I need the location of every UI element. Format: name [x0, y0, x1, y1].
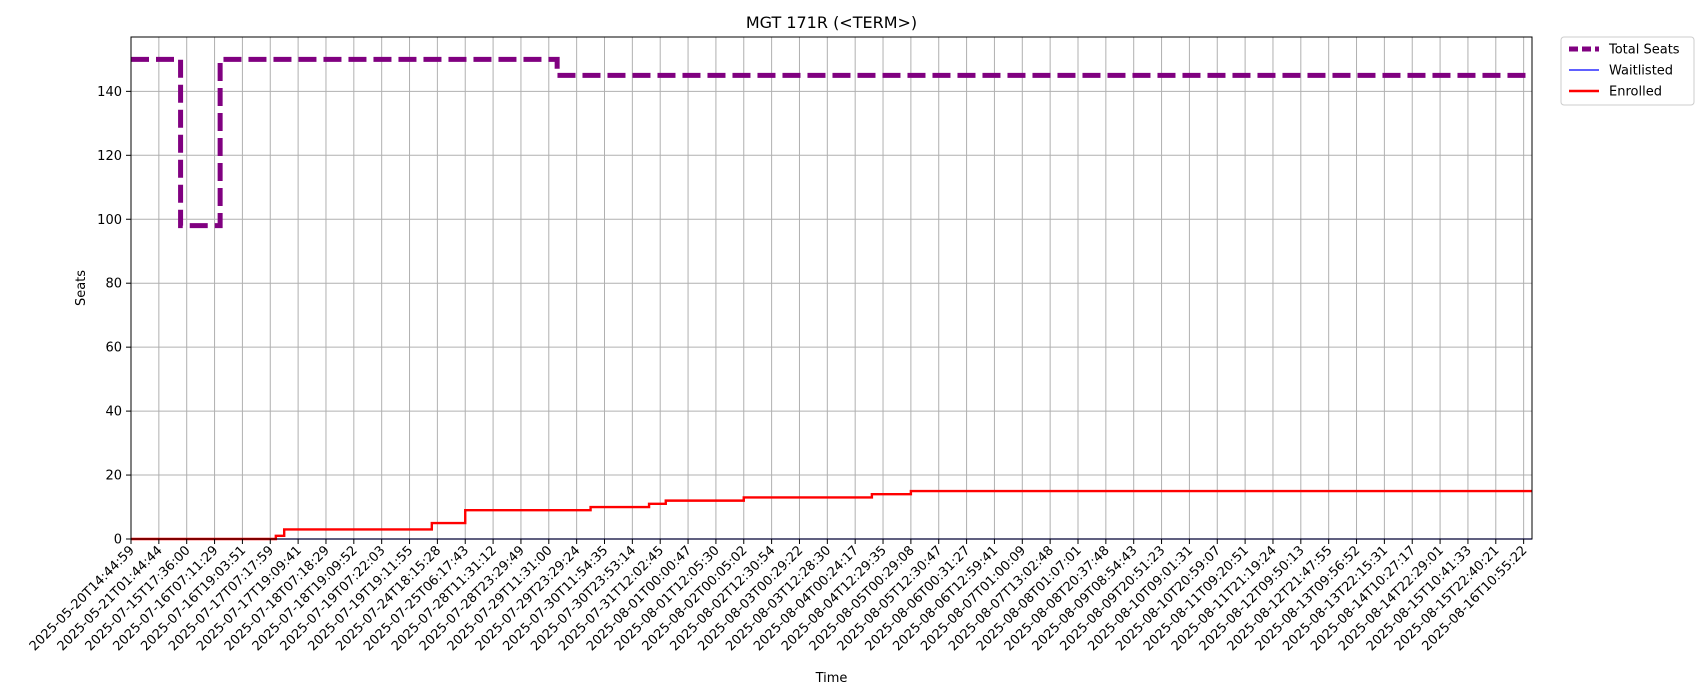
legend-label: Waitlisted: [1609, 64, 1673, 79]
grid: [130, 37, 1532, 540]
x-axis: 2025-05-20T14:44:592025-05-21T01:44:4420…: [27, 539, 1530, 654]
y-axis: 0 20 40 60 80 100 120 140: [97, 85, 131, 548]
y-tick-label: 0: [114, 533, 122, 548]
series-line-enrolled: [131, 489, 1532, 541]
legend-label: Enrolled: [1609, 85, 1662, 100]
plot-frame: [130, 36, 1533, 540]
x-axis-label: Time: [815, 671, 848, 686]
chart-title: MGT 171R (<TERM>): [746, 13, 917, 32]
y-tick-label: 140: [97, 85, 122, 100]
series-line-total-seats: [131, 56, 1532, 229]
legend-label: Total Seats: [1608, 43, 1680, 58]
y-tick-label: 100: [97, 213, 122, 228]
legend-box: [1560, 36, 1695, 106]
y-tick-label: 40: [105, 405, 122, 420]
y-tick-label: 120: [97, 149, 122, 164]
y-tick-label: 80: [105, 277, 122, 292]
y-tick-label: 20: [105, 469, 122, 484]
y-axis-label: Seats: [74, 270, 89, 306]
legend: Total Seats Waitlisted Enrolled: [1560, 36, 1695, 106]
series-layer: [131, 56, 1532, 541]
y-tick-label: 60: [105, 341, 122, 356]
